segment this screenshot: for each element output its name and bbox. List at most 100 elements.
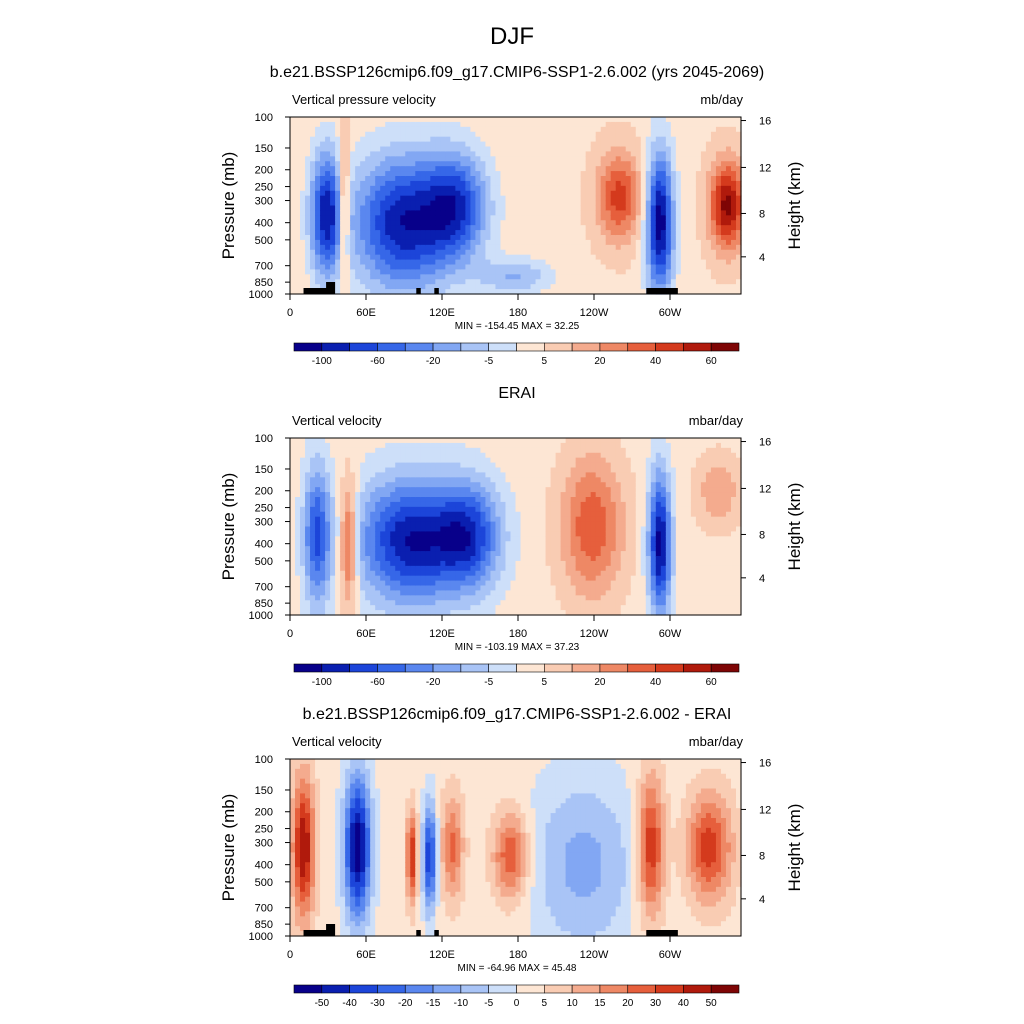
heatmap-cell — [520, 205, 527, 212]
heatmap-cell — [295, 565, 301, 572]
heatmap-cell — [675, 235, 682, 241]
heatmap-cell — [380, 146, 386, 153]
heatmap-cell — [445, 467, 451, 474]
heatmap-cell — [445, 580, 451, 587]
heatmap-cell — [340, 235, 346, 241]
heatmap-cell — [315, 477, 321, 483]
heatmap-cell — [455, 225, 461, 231]
heatmap-cell — [355, 462, 361, 469]
heatmap-cell — [415, 497, 421, 503]
heatmap-cell — [405, 526, 411, 533]
heatmap-cell — [340, 254, 346, 261]
heatmap-cell — [445, 501, 451, 508]
heatmap-cell — [380, 521, 386, 528]
heatmap-cell — [445, 511, 451, 518]
heatmap-cell — [325, 141, 331, 148]
heatmap-cell — [480, 546, 487, 552]
heatmap-cell — [310, 210, 316, 216]
heatmap-cell — [305, 239, 311, 246]
heatmap-cell — [345, 141, 351, 148]
heatmap-cell — [305, 269, 311, 275]
heatmap-cell — [465, 279, 471, 285]
heatmap-cell — [530, 190, 537, 197]
heatmap-cell — [370, 215, 376, 221]
heatmap-cell — [580, 146, 587, 153]
heatmap-cell — [500, 190, 507, 197]
heatmap-cell — [465, 472, 471, 478]
heatmap-cell — [465, 244, 471, 251]
heatmap-cell — [345, 210, 351, 216]
heatmap-cell — [685, 284, 692, 290]
heatmap-cell — [500, 457, 507, 464]
heatmap-cell — [460, 185, 466, 192]
heatmap-cell — [585, 225, 592, 231]
heatmap-cell — [595, 225, 602, 231]
heatmap-cell — [430, 531, 436, 537]
heatmap-cell — [400, 225, 406, 231]
heatmap-cell — [365, 205, 371, 212]
heatmap-cell — [520, 126, 527, 133]
heatmap-cell — [580, 235, 587, 241]
heatmap-cell — [575, 235, 582, 241]
heatmap-cell — [475, 269, 482, 275]
heatmap-cell — [450, 230, 456, 236]
heatmap-cell — [450, 171, 456, 177]
heatmap-cell — [355, 136, 361, 143]
heatmap-cell — [550, 220, 557, 226]
heatmap-cell — [380, 580, 386, 587]
heatmap-cell — [550, 254, 557, 261]
heatmap-cell — [295, 570, 301, 577]
heatmap-cell — [305, 161, 311, 167]
heatmap-cell — [395, 180, 401, 187]
heatmap-cell — [510, 230, 517, 236]
heatmap-cell — [440, 235, 446, 241]
heatmap-cell — [405, 506, 411, 513]
heatmap-cell — [360, 185, 366, 192]
heatmap-cell — [605, 215, 612, 221]
heatmap-cell — [395, 585, 401, 592]
heatmap-cell — [595, 200, 602, 207]
heatmap-cell — [630, 131, 637, 138]
heatmap-cell — [400, 595, 406, 601]
heatmap-cell — [485, 521, 492, 528]
heatmap-cell — [490, 220, 497, 226]
heatmap-cell — [485, 215, 492, 221]
heatmap-cell — [705, 259, 712, 266]
heatmap-cell — [320, 546, 326, 552]
heatmap-cell — [465, 264, 471, 271]
heatmap-cell — [560, 151, 567, 157]
heatmap-cell — [650, 279, 657, 285]
heatmap-cell — [370, 516, 376, 523]
heatmap-cell — [295, 244, 301, 251]
heatmap-cell — [315, 205, 321, 212]
heatmap-cell — [700, 235, 707, 241]
heatmap-cell — [495, 551, 502, 557]
heatmap-cell — [625, 225, 632, 231]
heatmap-cell — [420, 536, 426, 542]
heatmap-cell — [705, 171, 712, 177]
heatmap-cell — [485, 136, 492, 143]
heatmap-cell — [460, 585, 466, 592]
heatmap-cell — [685, 274, 692, 280]
heatmap-cell — [600, 166, 607, 172]
heatmap-cell — [585, 171, 592, 177]
heatmap-cell — [375, 235, 381, 241]
heatmap-cell — [510, 526, 517, 533]
heatmap-cell — [555, 220, 562, 226]
heatmap-cell — [550, 190, 557, 197]
heatmap-cell — [400, 131, 406, 138]
heatmap-cell — [340, 195, 346, 202]
heatmap-cell — [730, 249, 737, 256]
heatmap-cell — [675, 205, 682, 212]
heatmap-cell — [535, 151, 542, 157]
heatmap-cell — [335, 457, 341, 464]
colorbar-label: 40 — [650, 356, 662, 367]
heatmap-cell — [350, 156, 356, 162]
heatmap-cell — [645, 185, 652, 192]
heatmap-cell — [340, 239, 346, 246]
heatmap-cell — [430, 249, 436, 256]
heatmap-cell — [640, 254, 647, 261]
heatmap-cell — [360, 141, 366, 148]
heatmap-cell — [670, 156, 677, 162]
heatmap-cell — [325, 210, 331, 216]
